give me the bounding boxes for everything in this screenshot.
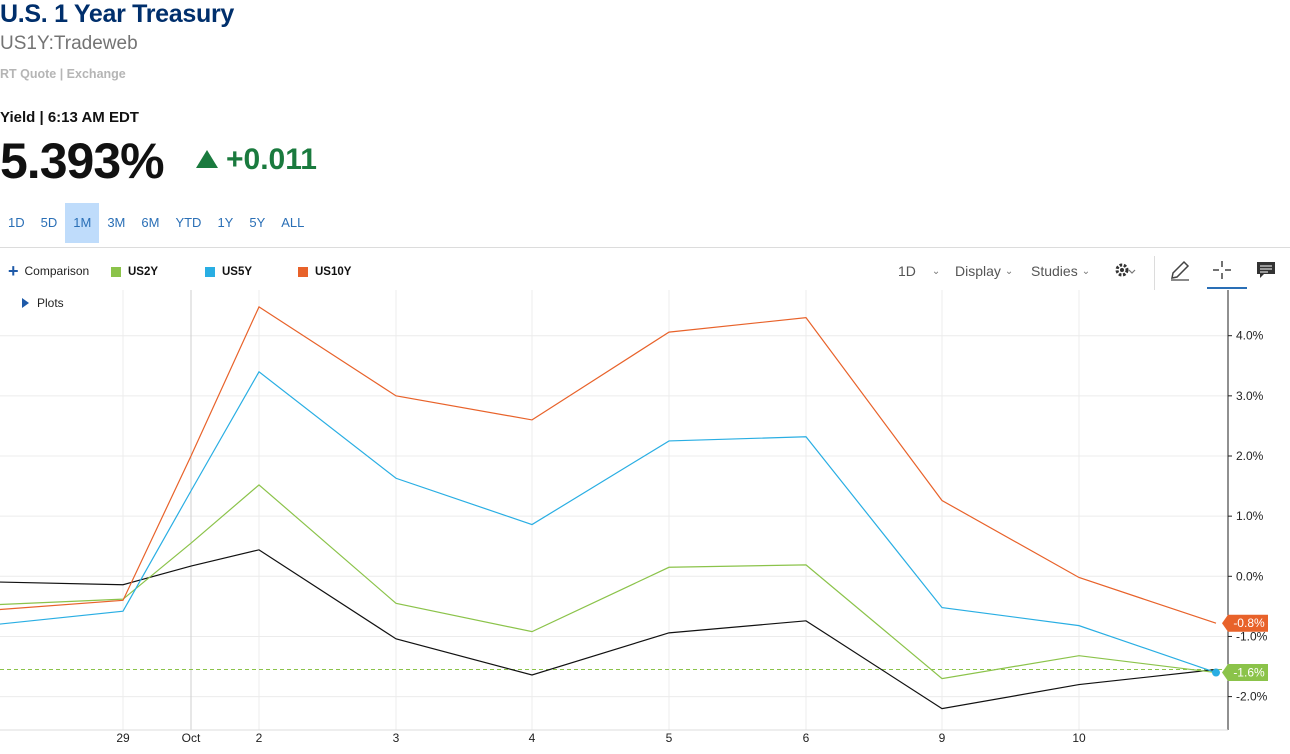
range-all[interactable]: ALL [281, 215, 305, 230]
crosshair-icon[interactable] [1210, 258, 1234, 282]
comparison-button[interactable]: + Comparison [8, 261, 90, 281]
x-tick-label: 6 [803, 731, 810, 745]
series-line-us2y [0, 484, 1217, 680]
end-label-badge-us2y [1222, 664, 1268, 682]
triangle-right-icon [22, 298, 29, 308]
y-tick-label: 3.0% [1236, 389, 1264, 403]
change-value: +0.011 [226, 143, 317, 176]
series-line-us5y [0, 370, 1217, 674]
legend-swatch-us10y [298, 267, 308, 277]
price-change: +0.011 [196, 143, 317, 177]
studies-menu[interactable]: Studies ⌄ [1031, 263, 1090, 279]
legend-swatch-us5y [205, 267, 215, 277]
end-label-text-us2y: -1.6% [1233, 666, 1265, 680]
y-tick-label: 1.0% [1236, 509, 1264, 523]
range-3m[interactable]: 3M [107, 215, 126, 230]
symbol-label: US1Y:Tradeweb [0, 33, 138, 54]
y-axis-labels: 4.0% 3.0% 2.0% 1.0% 0.0% -1.0% -2.0% [1228, 329, 1268, 704]
range-selector: 1D 5D 1M 3M 6M YTD 1Y 5Y ALL [0, 203, 312, 243]
plus-icon: + [8, 261, 19, 281]
x-tick-label: 4 [529, 731, 536, 745]
interval-value: 1D [898, 263, 916, 279]
x-tick-label: 3 [393, 731, 400, 745]
legend-us5y[interactable]: US5Y [205, 266, 252, 278]
series-line-us1y [0, 549, 1217, 710]
range-ytd[interactable]: YTD [175, 215, 202, 230]
last-price: 5.393% [0, 133, 165, 189]
legend-swatch-us2y [111, 267, 121, 277]
y-tick-label: -2.0% [1236, 690, 1268, 704]
end-value-labels: -0.8% -1.6% [1222, 614, 1268, 682]
y-tick-label: 2.0% [1236, 449, 1264, 463]
comparison-label: Comparison [24, 264, 90, 278]
yield-chart[interactable]: 4.0% 3.0% 2.0% 1.0% 0.0% -1.0% -2.0% 29 Oct 2 3 4 5… [0, 290, 1290, 754]
quote-source: RT Quote | Exchange [0, 67, 126, 81]
display-menu[interactable]: Display ⌄ [955, 263, 1013, 279]
series-line-us10y [0, 305, 1217, 624]
x-tick-label: 5 [666, 731, 673, 745]
x-tick-label: 10 [1072, 731, 1086, 745]
legend-label-us10y: US10Y [315, 266, 352, 278]
chevron-down-icon: ⌄ [931, 265, 941, 277]
plots-toggle[interactable]: Plots [22, 296, 64, 310]
y-tick-label: 4.0% [1236, 329, 1264, 343]
section-divider [0, 247, 1290, 248]
comment-icon[interactable] [1254, 258, 1278, 282]
end-label-badge-us10y [1222, 614, 1268, 632]
range-1y[interactable]: 1Y [217, 215, 234, 230]
studies-label: Studies [1031, 263, 1078, 279]
chevron-down-icon: ⌄ [1004, 265, 1014, 277]
x-tick-label: Oct [182, 731, 201, 745]
legend-us2y[interactable]: US2Y [111, 266, 158, 278]
x-tick-label: 9 [939, 731, 946, 745]
legend-label-us2y: US2Y [128, 266, 159, 278]
range-1m[interactable]: 1M [65, 203, 100, 243]
x-tick-label: 29 [116, 731, 130, 745]
chevron-down-icon: ⌄ [1081, 265, 1091, 277]
last-point-marker [1212, 668, 1220, 677]
chart-series [0, 305, 1220, 710]
legend-us10y[interactable]: US10Y [298, 266, 351, 278]
interval-select[interactable]: 1D ⌄ [898, 263, 940, 279]
range-5d[interactable]: 5D [40, 215, 58, 230]
x-tick-label: 2 [256, 731, 263, 745]
y-tick-label: 0.0% [1236, 569, 1264, 583]
x-axis-labels: 29 Oct 2 3 4 5 6 9 10 [116, 731, 1086, 745]
pencil-icon[interactable] [1168, 258, 1192, 282]
legend-label-us5y: US5Y [222, 266, 253, 278]
range-6m[interactable]: 6M [141, 215, 160, 230]
page-title: U.S. 1 Year Treasury [0, 0, 234, 28]
settings-gear-icon[interactable] [1112, 258, 1136, 282]
chart-grid [0, 290, 1229, 731]
yield-timestamp: Yield | 6:13 AM EDT [0, 109, 139, 126]
display-label: Display [955, 263, 1001, 279]
crosshair-active-indicator [1207, 287, 1247, 289]
plots-label: Plots [37, 296, 64, 310]
toolbar-separator [1154, 256, 1155, 290]
end-label-text-us10y: -0.8% [1233, 616, 1265, 630]
range-5y[interactable]: 5Y [249, 215, 266, 230]
up-arrow-icon [196, 150, 218, 168]
y-tick-label: -1.0% [1236, 629, 1268, 643]
range-1d[interactable]: 1D [8, 215, 25, 230]
